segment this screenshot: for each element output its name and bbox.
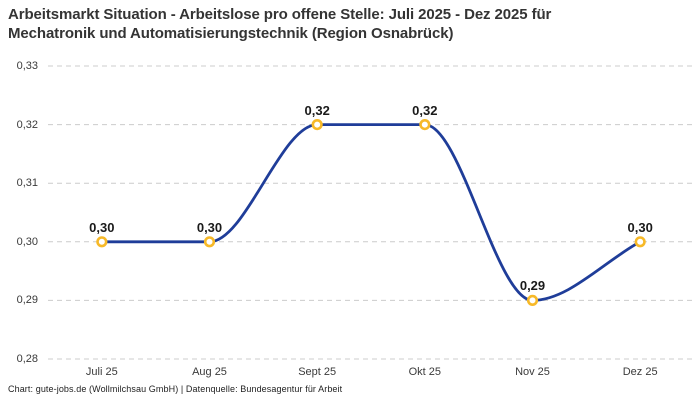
data-point-marker [203, 236, 216, 248]
y-tick-label: 0,31 [16, 177, 38, 190]
series-line [100, 123, 642, 302]
data-point-marker [634, 236, 646, 248]
y-tick-label: 0,33 [16, 60, 38, 72]
data-point-marker [526, 294, 539, 307]
x-tick-label: Nov 25 [515, 366, 550, 378]
chart-title-line2: Mechatronik und Automatisierungstechnik … [8, 25, 454, 42]
chart-title: Arbeitsmarkt Situation - Arbeitslose pro… [8, 5, 551, 43]
data-point-marker [419, 118, 431, 131]
x-tick-label: Juli 25 [85, 366, 118, 378]
chart-title-line1: Arbeitsmarkt Situation - Arbeitslose pro… [8, 6, 552, 23]
data-point-label: 0,29 [519, 278, 546, 294]
x-tick-label: Aug 25 [192, 366, 227, 378]
data-point-label: 0,30 [627, 219, 653, 235]
x-tick-label: Dez 25 [622, 366, 658, 378]
y-tick-label: 0,30 [16, 235, 38, 248]
chart-footer: Chart: gute-jobs.de (Wollmilchsau GmbH) … [8, 384, 343, 394]
y-tick-label: 0,32 [16, 118, 38, 131]
data-point-marker [96, 236, 108, 248]
data-point-label: 0,32 [304, 102, 330, 118]
x-tick-label: Sept 25 [298, 366, 337, 378]
data-point-label: 0,30 [89, 219, 115, 235]
data-point-marker [311, 118, 323, 131]
data-point-label: 0,30 [196, 219, 223, 235]
x-tick-label: Okt 25 [408, 366, 442, 378]
data-point-label: 0,32 [412, 102, 438, 118]
y-tick-label: 0,28 [16, 353, 38, 365]
y-tick-label: 0,29 [16, 294, 38, 307]
